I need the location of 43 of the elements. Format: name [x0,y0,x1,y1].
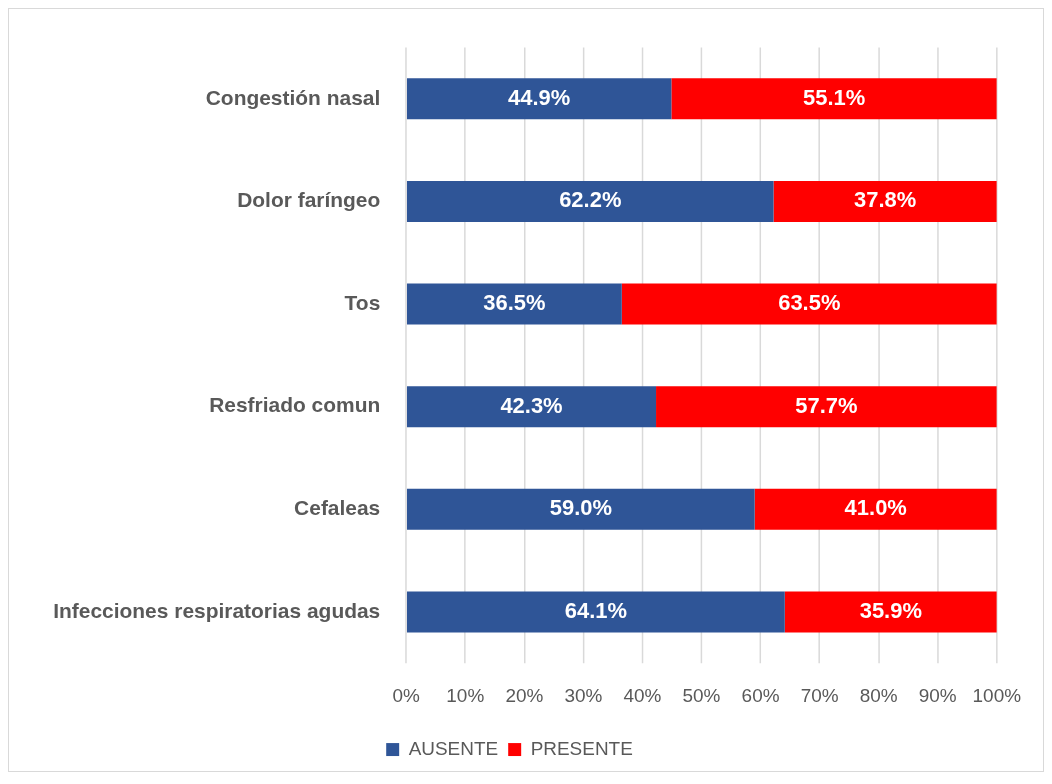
bar [406,386,657,428]
data-label: 37.8% [854,187,917,213]
data-label: 63.5% [778,290,841,316]
bar [406,283,622,325]
x-tick-label: 50% [682,684,721,706]
x-tick-label: 30% [564,684,603,706]
legend-label: AUSENTE [408,737,499,759]
y-tick-label: Tos [344,290,381,314]
bar [621,283,997,325]
bar [754,488,997,530]
bar [406,591,785,633]
bar [656,386,997,428]
x-tick-label: 20% [505,684,544,706]
y-tick-label: Congestión nasal [205,85,381,109]
x-tick-label: 60% [741,684,780,706]
data-label: 59.0% [549,495,612,521]
data-label: 55.1% [802,84,866,110]
data-label: 35.9% [859,598,922,624]
x-tick-label: 70% [800,684,839,706]
x-tick-label: 10% [446,684,485,706]
x-tick-label: 100% [972,684,1022,706]
data-label: 64.1% [564,598,627,624]
data-label: 44.9% [508,84,571,110]
bar [671,78,997,120]
bar [406,180,774,222]
bar [406,488,755,530]
x-tick-label: 0% [392,684,421,706]
x-tick-label: 80% [859,684,898,706]
y-tick-label: Resfriado comun [209,393,381,417]
data-label: 62.2% [559,187,622,213]
y-tick-label: Cefaleas [294,496,381,520]
x-tick-label: 90% [918,684,957,706]
y-tick-label: Infecciones respiratorias agudas [53,598,381,622]
data-label: 41.0% [844,495,907,521]
data-label: 36.5% [483,290,546,316]
data-label: 42.3% [500,392,563,418]
y-tick-label: Dolor faríngeo [237,188,381,212]
bar [773,180,997,222]
data-label: 57.7% [795,392,858,418]
legend-label: PRESENTE [530,737,633,759]
x-tick-label: 40% [623,684,662,706]
bar [406,78,672,120]
bar [784,591,997,633]
